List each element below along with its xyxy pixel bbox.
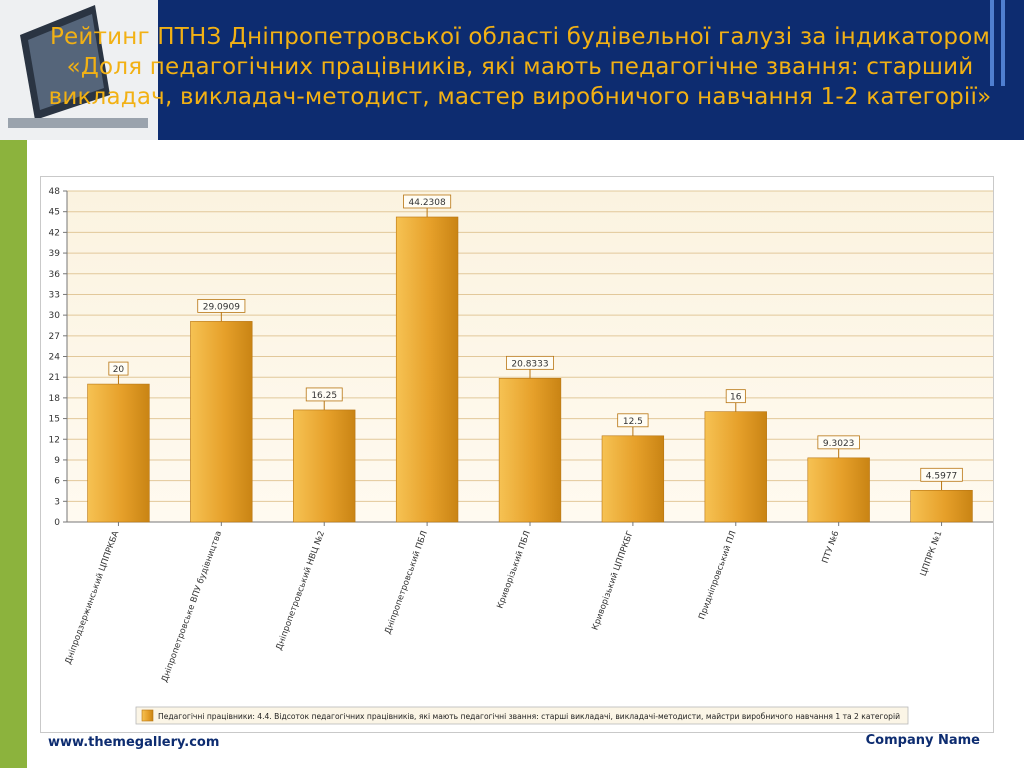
y-tick-label: 45: [49, 208, 60, 218]
y-tick-label: 42: [49, 228, 60, 238]
category-label: Дніпропетровський НВЦ №2: [274, 530, 327, 652]
value-label: 16: [730, 393, 742, 403]
y-tick-label: 30: [49, 311, 61, 321]
value-label: 9.3023: [823, 439, 855, 449]
value-label: 12.5: [623, 417, 643, 427]
category-label: Дніпродзержинський ЦППРКБА: [64, 529, 122, 665]
y-tick-label: 9: [54, 456, 60, 466]
bar: [190, 321, 253, 523]
y-tick-label: 36: [49, 270, 61, 280]
value-label-box: [920, 467, 963, 482]
y-tick-label: 12: [49, 435, 60, 445]
category-label: Криворізький ПБЛ: [495, 530, 532, 610]
y-tick-label: 0: [54, 518, 60, 528]
header-band: [158, 0, 1024, 140]
slide-title: Рейтинг ПТНЗ Дніпропетровської області б…: [48, 24, 992, 110]
category-label: ПТУ №6: [821, 530, 842, 565]
value-label: 29.0909: [203, 302, 240, 312]
value-label: 20: [113, 365, 125, 375]
value-label-box: [108, 361, 129, 376]
value-label: 16.25: [311, 391, 337, 401]
bar: [87, 383, 150, 523]
category-label: Дніпропетровське ВПУ будівництва: [160, 530, 224, 684]
corner-graphic: [0, 0, 158, 140]
value-label-box: [725, 389, 746, 404]
footer-company: Company Name: [865, 733, 980, 748]
value-label-box: [617, 413, 649, 428]
legend-label: Педагогічні працівники: 4.4. Відсоток пе…: [158, 712, 900, 721]
y-tick-label: 15: [49, 415, 60, 425]
y-tick-label: 3: [54, 497, 60, 507]
y-tick-label: 27: [49, 332, 60, 342]
category-label: ЦППРК №1: [919, 530, 945, 578]
value-label: 44.2308: [409, 198, 446, 208]
y-tick-label: 18: [49, 394, 61, 404]
y-tick-label: 33: [49, 290, 60, 300]
category-label: Придніпровський ПЛ: [697, 530, 738, 621]
value-label-box: [505, 355, 554, 370]
footer-website: www.themegallery.com: [48, 735, 220, 750]
bar: [910, 489, 973, 523]
value-label-box: [305, 387, 343, 402]
bar: [395, 216, 459, 523]
bar: [704, 411, 767, 523]
y-tick-label: 21: [49, 373, 60, 383]
y-tick-label: 24: [49, 353, 61, 363]
bar: [601, 435, 665, 523]
bar: [293, 409, 356, 523]
y-tick-label: 48: [49, 187, 61, 197]
value-label: 4.5977: [926, 471, 958, 481]
value-label-box: [403, 194, 452, 209]
value-label-box: [817, 435, 860, 450]
left-accent-bar: [0, 140, 27, 768]
y-tick-label: 6: [54, 477, 60, 487]
chart-frame: 0 3 6 9 12 15 18 21 24 27 30 33 36 39 42 45 48 20 Дніпродз…: [40, 176, 994, 733]
category-label: Дніпропетровський ПБЛ: [383, 530, 430, 636]
value-label: 20.8333: [511, 359, 548, 369]
legend-swatch: [141, 709, 154, 722]
category-label: Криворізький ЦППРКБГ: [590, 530, 635, 632]
bar: [807, 457, 870, 523]
bar: [498, 378, 562, 523]
legend-box: [135, 706, 909, 725]
y-tick-label: 39: [49, 249, 61, 259]
bar-chart: 03691215182124273033363942454820Дніпродз…: [49, 187, 993, 725]
value-label-box: [197, 298, 246, 313]
